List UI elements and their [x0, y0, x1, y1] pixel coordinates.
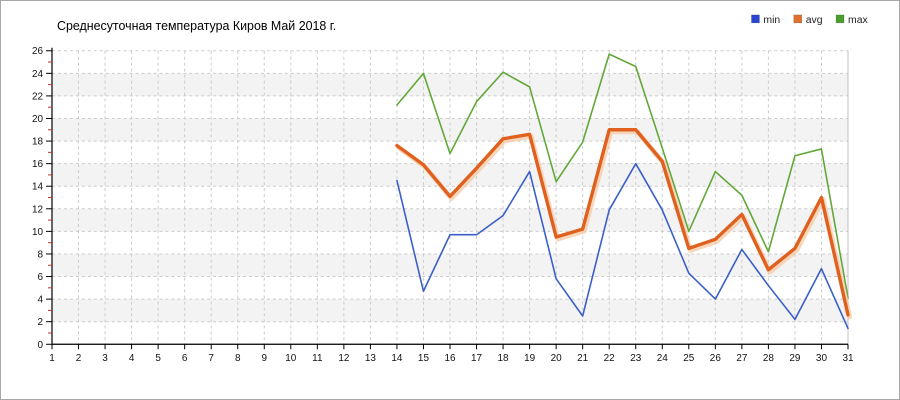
- x-axis-tick-label: 10: [285, 353, 297, 364]
- x-axis-tick-label: 26: [710, 353, 722, 364]
- x-axis-tick-label: 25: [683, 353, 695, 364]
- x-axis-tick-label: 29: [789, 353, 801, 364]
- y-axis-tick-label: 22: [32, 91, 44, 102]
- x-axis-tick-label: 9: [262, 353, 268, 364]
- x-axis-tick-label: 23: [630, 353, 642, 364]
- legend-swatch-avg: [793, 14, 802, 24]
- x-axis-tick-label: 13: [365, 353, 377, 364]
- x-axis-tick-label: 21: [577, 353, 589, 364]
- x-axis-tick-label: 12: [338, 353, 350, 364]
- legend-item-max: max: [835, 14, 868, 26]
- legend-swatch-min: [751, 14, 760, 24]
- y-axis-tick-label: 18: [32, 137, 44, 148]
- legend-label-avg: avg: [806, 15, 823, 26]
- legend-label-max: max: [848, 15, 868, 26]
- x-axis-tick-label: 1: [49, 353, 55, 364]
- y-axis-tick-label: 8: [38, 249, 44, 260]
- x-axis-tick-label: 3: [102, 353, 108, 364]
- y-axis-tick-label: 0: [38, 340, 44, 351]
- x-axis-tick-label: 15: [418, 353, 430, 364]
- x-axis-tick-label: 16: [444, 353, 456, 364]
- x-axis-tick-label: 7: [208, 353, 214, 364]
- gridlines: [51, 50, 849, 345]
- y-axis-tick-label: 14: [32, 182, 44, 193]
- y-axis-tick-label: 26: [32, 46, 44, 57]
- x-axis-tick-label: 28: [763, 353, 775, 364]
- y-axis-tick-label: 12: [32, 204, 44, 215]
- y-axis-tick-label: 16: [32, 159, 44, 170]
- legend-item-avg: avg: [793, 14, 823, 26]
- y-axis-tick-label: 24: [32, 69, 44, 80]
- y-axis-tick-label: 20: [32, 114, 44, 125]
- legend-item-min: min: [751, 14, 780, 26]
- legend-label-min: min: [763, 15, 780, 26]
- min-series-line: [396, 162, 849, 330]
- y-axis-tick-label: 6: [38, 272, 44, 283]
- x-axis-tick-label: 24: [657, 353, 669, 364]
- x-axis-tick-label: 20: [551, 353, 563, 364]
- x-axis-tick-label: 19: [524, 353, 536, 364]
- y-axis-tick-label: 4: [38, 295, 44, 306]
- x-axis-tick-label: 2: [76, 353, 82, 364]
- x-axis-tick-label: 30: [816, 353, 828, 364]
- x-axis-tick-label: 22: [604, 353, 616, 364]
- x-axis-tick-label: 31: [842, 353, 854, 364]
- x-axis-tick-label: 11: [312, 353, 323, 364]
- x-axis-tick-label: 27: [736, 353, 748, 364]
- legend-swatch-max: [835, 14, 845, 24]
- x-axis-tick-label: 17: [471, 353, 483, 364]
- x-axis-tick-label: 5: [155, 353, 161, 364]
- chart-legend: min avg max: [751, 14, 868, 26]
- max-series-line: [396, 53, 849, 299]
- x-axis-tick-label: 6: [182, 353, 188, 364]
- x-axis-tick-label: 14: [391, 353, 403, 364]
- avg-series-line: [395, 128, 853, 320]
- background-bands: [52, 73, 848, 322]
- y-axis-tick-label: 2: [38, 317, 44, 328]
- x-axis-tick-label: 8: [235, 353, 241, 364]
- y-axis-tick-label: 10: [32, 227, 44, 238]
- x-axis-labels: 1 2 3 4 5 6 7 8 9 10 11 12 13 14 15 16 17 18 19 20 21 22 23 24 2…: [49, 353, 854, 364]
- x-axis-tick-label: 18: [498, 353, 510, 364]
- x-axis-tick-label: 4: [129, 353, 135, 364]
- chart-title: Среднесуточная температура Киров Май 201…: [57, 19, 336, 33]
